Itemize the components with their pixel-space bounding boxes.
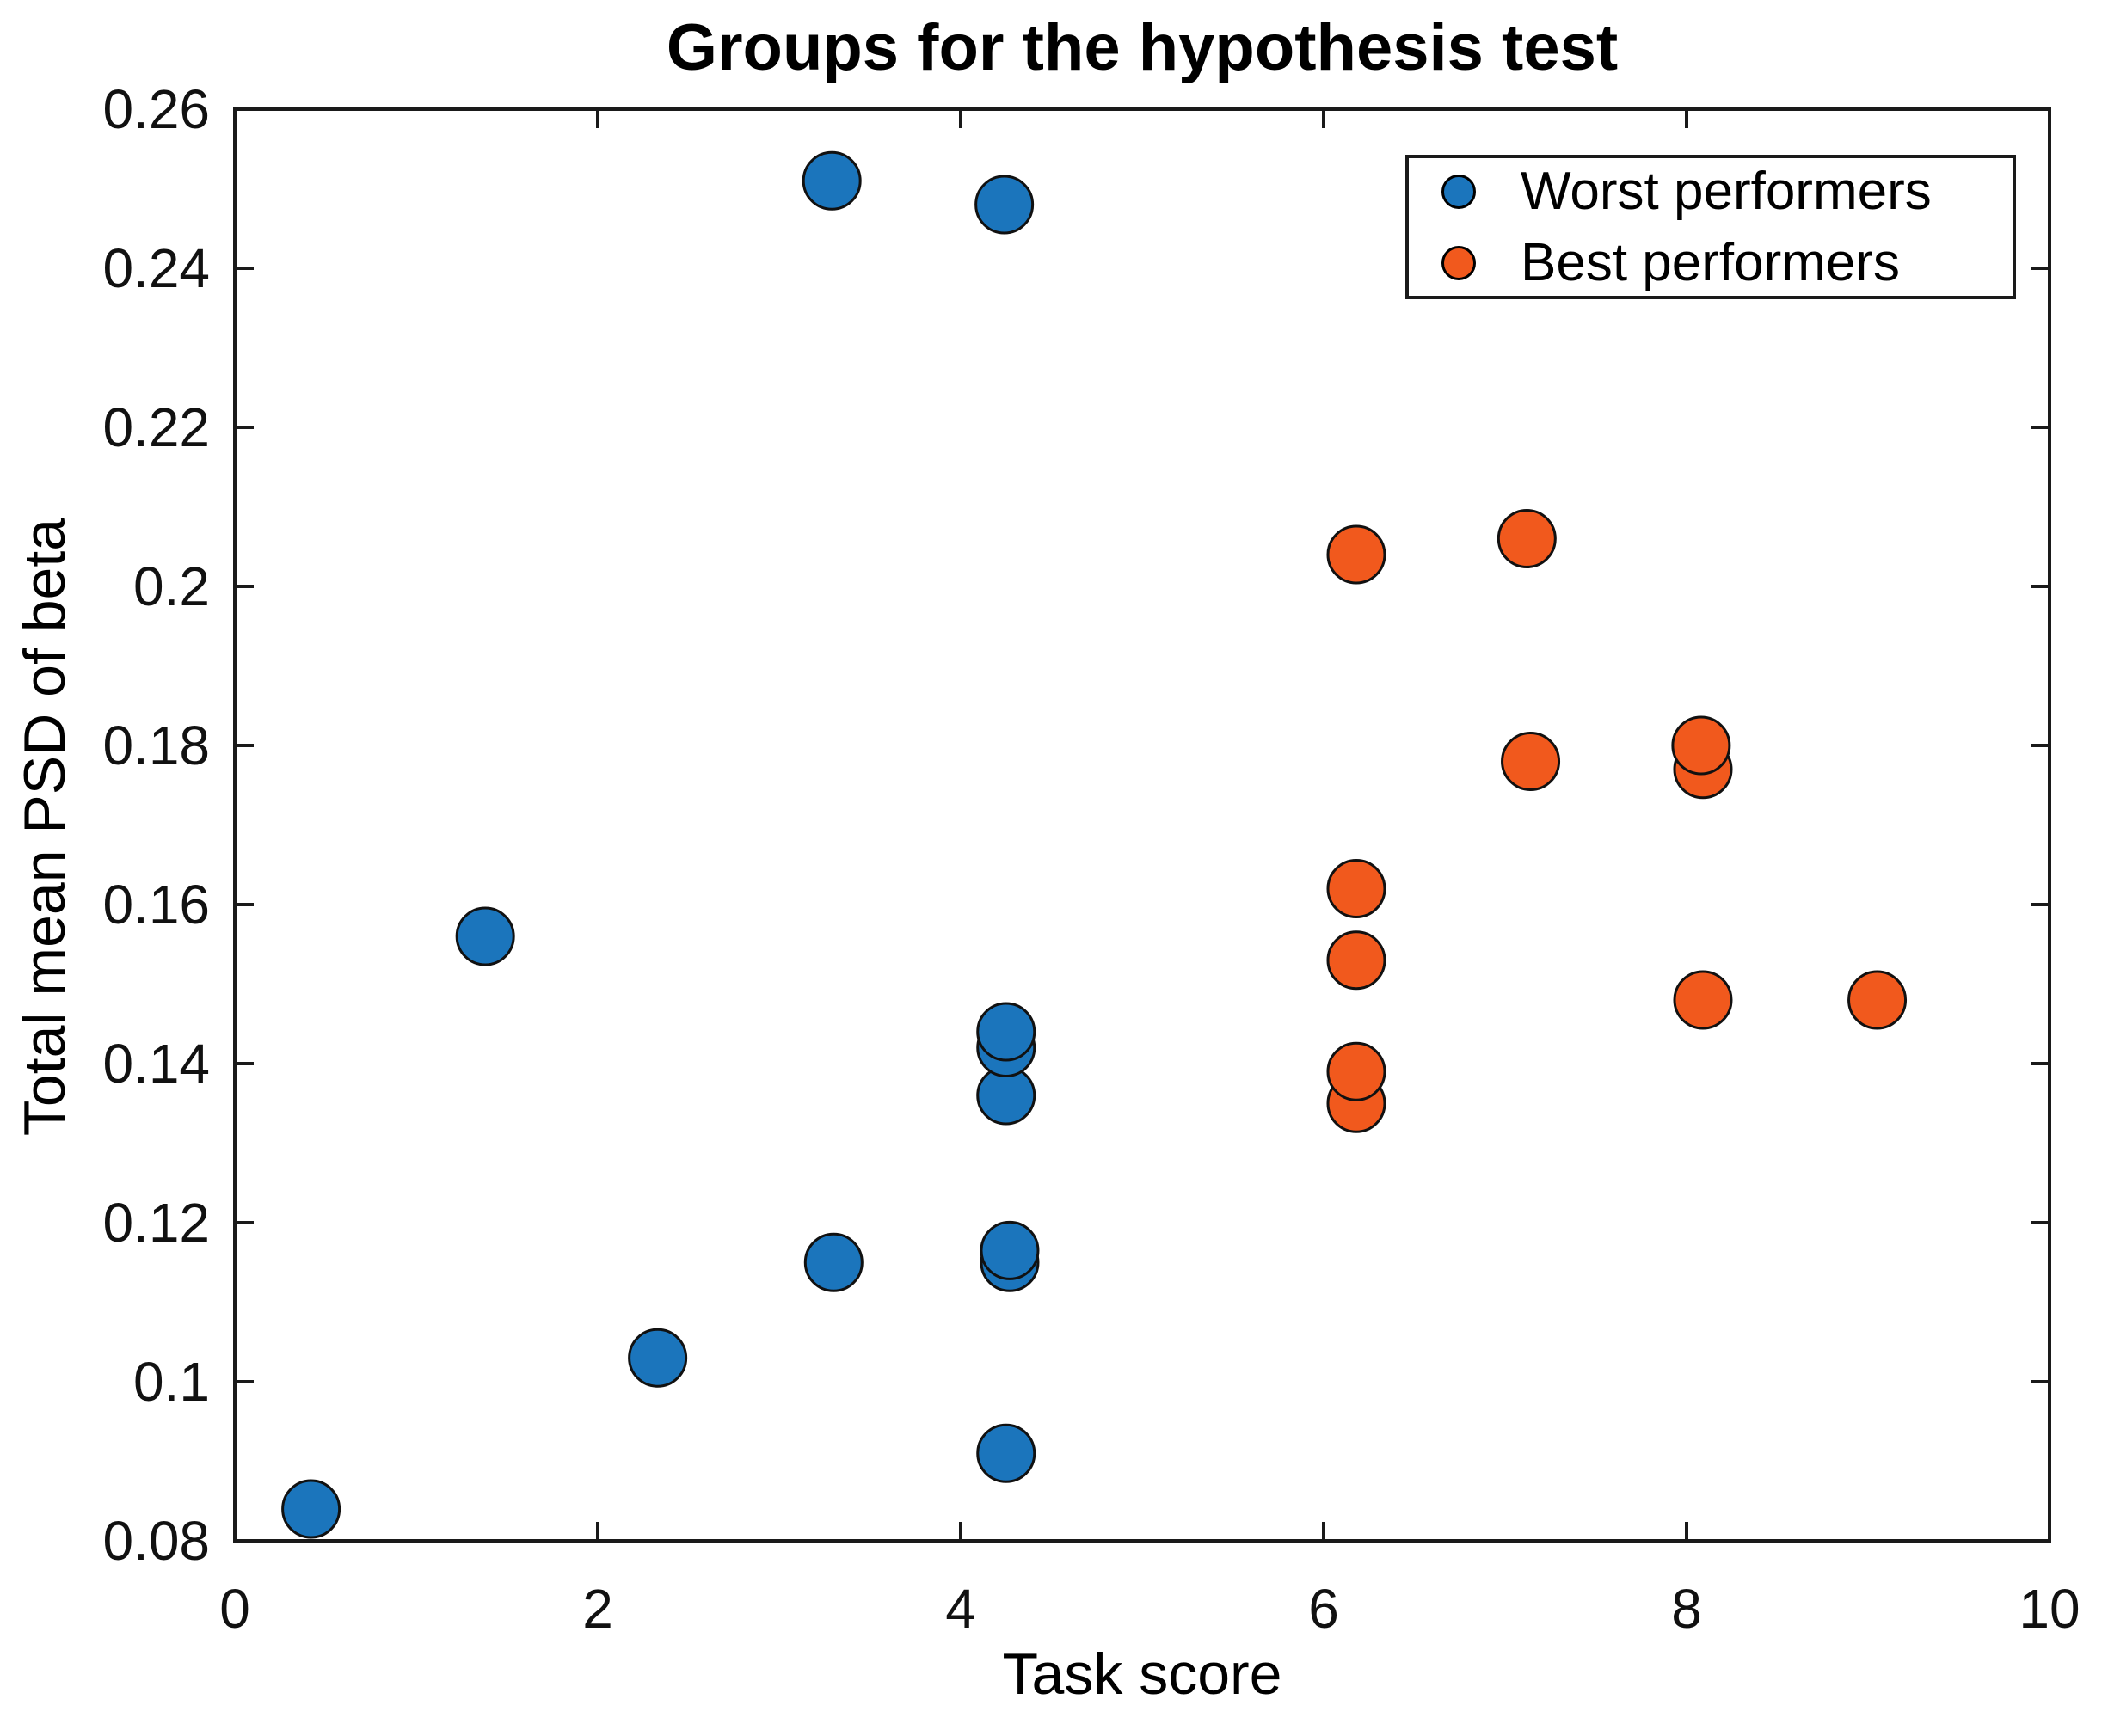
y-tick-label: 0.24 (102, 237, 210, 299)
data-point (802, 150, 862, 211)
data-point (974, 175, 1035, 235)
data-point (1326, 859, 1386, 918)
data-point (1847, 970, 1908, 1030)
x-tick-label: 0 (219, 1578, 250, 1640)
y-tick-label: 0.14 (102, 1033, 210, 1095)
x-tick-label: 6 (1308, 1578, 1339, 1640)
y-tick-label: 0.18 (102, 715, 210, 776)
data-point (1326, 524, 1386, 585)
data-point (455, 906, 515, 966)
data-point (628, 1328, 688, 1388)
x-tick-label: 4 (945, 1578, 976, 1640)
data-point (1671, 715, 1731, 776)
y-tick-label: 0.1 (133, 1351, 210, 1413)
plot-area (233, 107, 2051, 1543)
legend-marker-icon (1441, 245, 1476, 280)
x-tick-label: 2 (582, 1578, 613, 1640)
data-point (1326, 930, 1386, 991)
y-tick-label: 0.12 (102, 1192, 210, 1254)
x-axis-label: Task score (1002, 1641, 1282, 1707)
y-tick-label: 0.16 (102, 874, 210, 935)
legend: Worst performers Best performers (1405, 155, 2016, 299)
x-tick-label: 10 (2019, 1578, 2080, 1640)
data-point (1326, 1041, 1386, 1101)
legend-label: Worst performers (1521, 162, 1932, 221)
data-point (980, 1220, 1040, 1280)
legend-marker-icon (1441, 174, 1476, 209)
data-point (976, 1002, 1036, 1062)
data-point (281, 1479, 341, 1539)
data-point (1673, 970, 1733, 1030)
chart-title: Groups for the hypothesis test (666, 11, 1619, 84)
y-tick-label: 0.26 (102, 78, 210, 140)
data-point (803, 1232, 864, 1292)
data-point (1501, 732, 1561, 791)
x-tick-label: 8 (1671, 1578, 1702, 1640)
legend-item: Worst performers (1441, 161, 2013, 222)
y-tick-label: 0.22 (102, 396, 210, 458)
legend-label: Best performers (1521, 233, 1901, 292)
y-tick-label: 0.2 (133, 555, 210, 617)
axes-box (233, 107, 2051, 1543)
legend-item: Best performers (1441, 232, 2013, 293)
data-point (976, 1423, 1036, 1483)
y-tick-label: 0.08 (102, 1510, 210, 1572)
data-point (1497, 509, 1557, 568)
